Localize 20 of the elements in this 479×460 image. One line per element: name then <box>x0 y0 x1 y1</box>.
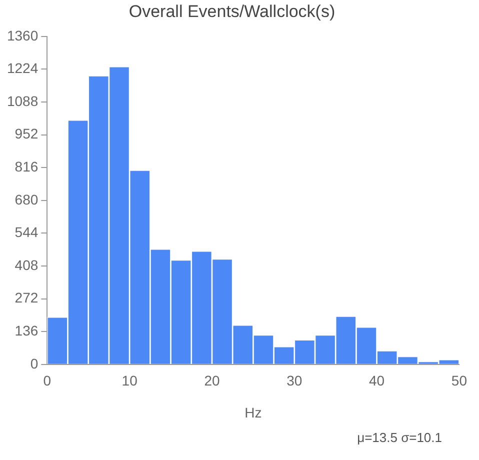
y-tick-label: 136 <box>14 322 38 338</box>
x-tick-label: 30 <box>286 372 302 389</box>
chart-title: Overall Events/Wallclock(s) <box>128 2 336 21</box>
y-tick-label: 1224 <box>6 60 38 76</box>
y-tick-label: 544 <box>14 224 38 240</box>
x-tick-label: 20 <box>204 372 220 389</box>
x-tick-label: 0 <box>43 372 52 389</box>
text: μ=13.5 σ=10.1 <box>357 430 442 445</box>
y-tick-label: 408 <box>14 256 38 273</box>
y-tick-label: 1360 <box>6 27 38 44</box>
y-tick-label: 1088 <box>6 92 38 109</box>
y-tick-label: 680 <box>14 191 38 208</box>
x-tick-label: 40 <box>369 372 385 389</box>
x-tick-label: 50 <box>451 372 468 389</box>
y-tick-label: 816 <box>14 158 38 174</box>
x-tick-label: 10 <box>122 372 138 389</box>
y-tick-label: 272 <box>14 290 38 306</box>
y-tick-label: 0 <box>30 355 38 372</box>
x-axis-title: Hz <box>244 404 262 420</box>
y-tick-label: 952 <box>14 126 38 142</box>
